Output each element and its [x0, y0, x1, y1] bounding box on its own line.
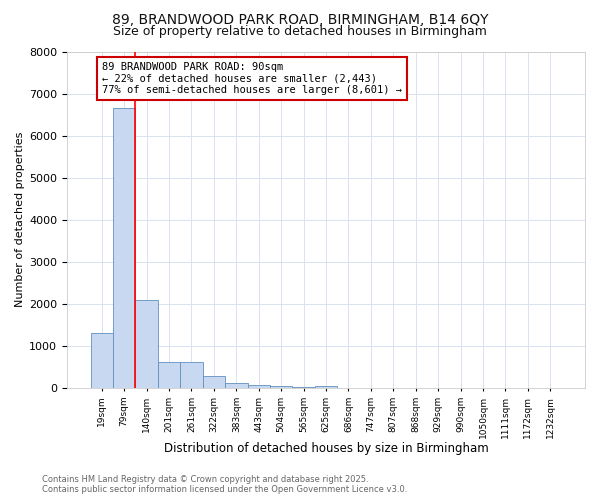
Bar: [91, 334, 113, 388]
Bar: [136, 300, 158, 388]
Text: Size of property relative to detached houses in Birmingham: Size of property relative to detached ho…: [113, 25, 487, 38]
Text: 89, BRANDWOOD PARK ROAD, BIRMINGHAM, B14 6QY: 89, BRANDWOOD PARK ROAD, BIRMINGHAM, B14…: [112, 12, 488, 26]
X-axis label: Distribution of detached houses by size in Birmingham: Distribution of detached houses by size …: [164, 442, 488, 455]
Y-axis label: Number of detached properties: Number of detached properties: [15, 132, 25, 308]
Bar: [203, 376, 225, 388]
Text: Contains HM Land Registry data © Crown copyright and database right 2025.
Contai: Contains HM Land Registry data © Crown c…: [42, 474, 407, 494]
Bar: [292, 387, 315, 388]
Bar: [315, 386, 337, 388]
Bar: [225, 383, 248, 388]
Bar: [180, 362, 203, 388]
Bar: [113, 108, 136, 388]
Bar: [248, 385, 270, 388]
Bar: [158, 362, 180, 388]
Bar: [270, 386, 292, 388]
Text: 89 BRANDWOOD PARK ROAD: 90sqm
← 22% of detached houses are smaller (2,443)
77% o: 89 BRANDWOOD PARK ROAD: 90sqm ← 22% of d…: [102, 62, 402, 95]
